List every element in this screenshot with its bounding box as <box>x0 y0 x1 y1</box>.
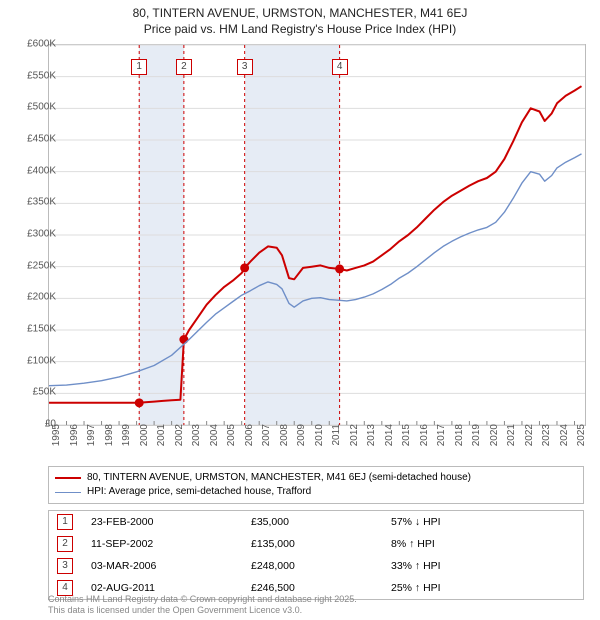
x-tick-label: 2014 <box>384 424 395 464</box>
x-tick-label: 2018 <box>454 424 465 464</box>
x-tick-label: 2017 <box>436 424 447 464</box>
transaction-marker: 3 <box>57 558 73 574</box>
transaction-delta: 8% ↑ HPI <box>391 538 575 550</box>
chart-svg <box>49 45 585 425</box>
x-tick-label: 2005 <box>226 424 237 464</box>
transaction-date: 11-SEP-2002 <box>91 538 251 550</box>
x-tick-label: 2025 <box>576 424 587 464</box>
x-tick-label: 2015 <box>401 424 412 464</box>
y-tick-label: £550K <box>6 70 56 81</box>
transaction-delta: 57% ↓ HPI <box>391 516 575 528</box>
x-tick-label: 2024 <box>559 424 570 464</box>
x-tick-label: 2011 <box>331 424 342 464</box>
transaction-date: 03-MAR-2006 <box>91 560 251 572</box>
legend-row: 80, TINTERN AVENUE, URMSTON, MANCHESTER,… <box>55 471 577 485</box>
y-tick-label: £500K <box>6 102 56 113</box>
x-tick-label: 1995 <box>51 424 62 464</box>
x-tick-label: 2006 <box>244 424 255 464</box>
y-tick-label: £600K <box>6 39 56 50</box>
legend-swatch <box>55 492 81 493</box>
transaction-marker: 2 <box>57 536 73 552</box>
title-block: 80, TINTERN AVENUE, URMSTON, MANCHESTER,… <box>0 0 600 37</box>
x-tick-label: 2004 <box>209 424 220 464</box>
transaction-delta: 25% ↑ HPI <box>391 582 575 594</box>
footer: Contains HM Land Registry data © Crown c… <box>48 594 584 616</box>
x-tick-label: 2007 <box>261 424 272 464</box>
x-tick-label: 2021 <box>506 424 517 464</box>
event-marker: 1 <box>131 59 147 75</box>
footer-line-1: Contains HM Land Registry data © Crown c… <box>48 594 584 605</box>
title-line-1: 80, TINTERN AVENUE, URMSTON, MANCHESTER,… <box>0 6 600 22</box>
x-tick-label: 2008 <box>279 424 290 464</box>
transaction-price: £35,000 <box>251 516 391 528</box>
x-tick-label: 2013 <box>366 424 377 464</box>
legend-label: 80, TINTERN AVENUE, URMSTON, MANCHESTER,… <box>87 471 471 485</box>
transaction-delta: 33% ↑ HPI <box>391 560 575 572</box>
chart-container: 80, TINTERN AVENUE, URMSTON, MANCHESTER,… <box>0 0 600 620</box>
transaction-price: £248,000 <box>251 560 391 572</box>
y-tick-label: £400K <box>6 165 56 176</box>
x-tick-label: 2022 <box>524 424 535 464</box>
x-tick-label: 2016 <box>419 424 430 464</box>
event-marker: 4 <box>332 59 348 75</box>
x-tick-label: 2002 <box>174 424 185 464</box>
x-tick-label: 2019 <box>471 424 482 464</box>
y-tick-label: £300K <box>6 229 56 240</box>
x-tick-label: 2009 <box>296 424 307 464</box>
legend-row: HPI: Average price, semi-detached house,… <box>55 485 577 499</box>
x-tick-label: 2000 <box>139 424 150 464</box>
x-tick-label: 2023 <box>541 424 552 464</box>
legend-swatch <box>55 477 81 479</box>
y-tick-label: £450K <box>6 134 56 145</box>
event-marker: 3 <box>237 59 253 75</box>
legend: 80, TINTERN AVENUE, URMSTON, MANCHESTER,… <box>48 466 584 504</box>
x-tick-label: 2003 <box>191 424 202 464</box>
transaction-date: 02-AUG-2011 <box>91 582 251 594</box>
y-tick-label: £250K <box>6 260 56 271</box>
transaction-price: £246,500 <box>251 582 391 594</box>
y-tick-label: £100K <box>6 355 56 366</box>
transaction-price: £135,000 <box>251 538 391 550</box>
transaction-marker: 1 <box>57 514 73 530</box>
x-tick-label: 2020 <box>489 424 500 464</box>
y-tick-label: £150K <box>6 324 56 335</box>
x-tick-label: 1997 <box>86 424 97 464</box>
transaction-date: 23-FEB-2000 <box>91 516 251 528</box>
title-line-2: Price paid vs. HM Land Registry's House … <box>0 22 600 38</box>
x-tick-label: 2012 <box>349 424 360 464</box>
transaction-row: 2 11-SEP-2002£135,0008% ↑ HPI <box>49 533 583 555</box>
chart-plot-area: 1 2 3 4 <box>48 44 586 426</box>
transaction-row: 3 03-MAR-2006£248,00033% ↑ HPI <box>49 555 583 577</box>
x-tick-label: 1999 <box>121 424 132 464</box>
x-tick-label: 1996 <box>69 424 80 464</box>
x-tick-label: 1998 <box>104 424 115 464</box>
y-tick-label: £0 <box>6 419 56 430</box>
y-tick-label: £200K <box>6 292 56 303</box>
footer-line-2: This data is licensed under the Open Gov… <box>48 605 584 616</box>
x-tick-label: 2001 <box>156 424 167 464</box>
y-tick-label: £50K <box>6 387 56 398</box>
transactions-table: 1 23-FEB-2000£35,00057% ↓ HPI 2 11-SEP-2002… <box>48 510 584 600</box>
x-tick-label: 2010 <box>314 424 325 464</box>
transaction-row: 1 23-FEB-2000£35,00057% ↓ HPI <box>49 511 583 533</box>
y-tick-label: £350K <box>6 197 56 208</box>
event-marker: 2 <box>176 59 192 75</box>
legend-label: HPI: Average price, semi-detached house,… <box>87 485 311 499</box>
